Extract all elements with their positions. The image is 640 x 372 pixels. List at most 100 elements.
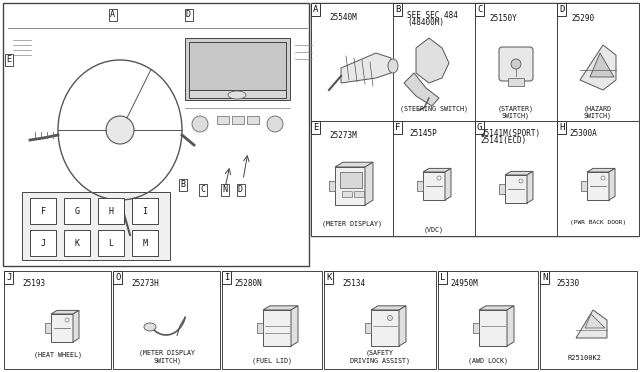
Bar bbox=[30, 198, 56, 224]
Text: I: I bbox=[224, 273, 229, 282]
Ellipse shape bbox=[511, 59, 521, 69]
Text: R25100K2: R25100K2 bbox=[568, 355, 602, 361]
Bar bbox=[557, 3, 639, 121]
Bar bbox=[508, 78, 524, 86]
Bar bbox=[329, 181, 335, 191]
Text: 25141M(SPORT): 25141M(SPORT) bbox=[480, 129, 540, 138]
Bar bbox=[64, 230, 90, 256]
Bar bbox=[473, 323, 479, 333]
Polygon shape bbox=[587, 169, 615, 172]
Text: N: N bbox=[542, 273, 547, 282]
Text: E: E bbox=[313, 123, 318, 132]
Text: DRIVING ASSIST): DRIVING ASSIST) bbox=[350, 357, 410, 363]
Text: C: C bbox=[477, 5, 483, 14]
Text: N: N bbox=[222, 185, 227, 194]
Polygon shape bbox=[505, 175, 527, 203]
Polygon shape bbox=[51, 314, 73, 342]
Text: 25540M: 25540M bbox=[329, 13, 356, 22]
Text: 25193: 25193 bbox=[22, 279, 45, 288]
Text: C: C bbox=[200, 185, 205, 194]
Text: 25300A: 25300A bbox=[569, 129, 596, 138]
Text: G: G bbox=[477, 123, 483, 132]
Text: H: H bbox=[109, 206, 113, 215]
Text: 25290: 25290 bbox=[571, 14, 594, 23]
Text: D: D bbox=[238, 185, 243, 194]
Bar bbox=[98, 230, 124, 256]
Ellipse shape bbox=[388, 59, 398, 73]
Bar bbox=[365, 323, 371, 333]
Polygon shape bbox=[291, 306, 298, 346]
Text: 25134: 25134 bbox=[342, 279, 365, 288]
Bar bbox=[217, 116, 229, 124]
Text: 25280N: 25280N bbox=[234, 279, 262, 288]
Bar bbox=[342, 191, 352, 197]
Bar bbox=[232, 116, 244, 124]
Text: SWITCH): SWITCH) bbox=[584, 112, 612, 119]
Text: (METER DISPLAY: (METER DISPLAY bbox=[139, 349, 195, 356]
Bar bbox=[222, 271, 322, 369]
Bar bbox=[475, 3, 557, 121]
Polygon shape bbox=[399, 306, 406, 346]
Bar bbox=[438, 271, 538, 369]
Bar bbox=[132, 230, 158, 256]
Text: A: A bbox=[313, 5, 318, 14]
Text: O: O bbox=[115, 273, 120, 282]
Polygon shape bbox=[335, 162, 373, 167]
Polygon shape bbox=[371, 310, 399, 346]
FancyBboxPatch shape bbox=[499, 47, 533, 81]
Bar bbox=[3, 3, 309, 266]
Bar bbox=[4, 271, 111, 369]
Text: (48400M): (48400M) bbox=[407, 18, 444, 27]
Ellipse shape bbox=[65, 318, 69, 322]
Text: 24950M: 24950M bbox=[450, 279, 477, 288]
Text: K: K bbox=[74, 238, 79, 247]
Ellipse shape bbox=[437, 176, 441, 180]
Text: J: J bbox=[40, 238, 45, 247]
Text: K: K bbox=[326, 273, 332, 282]
Polygon shape bbox=[416, 38, 449, 83]
Bar bbox=[311, 3, 639, 236]
Bar bbox=[189, 42, 286, 90]
Bar bbox=[98, 198, 124, 224]
Polygon shape bbox=[365, 162, 373, 205]
Polygon shape bbox=[505, 171, 533, 175]
Polygon shape bbox=[479, 306, 514, 310]
Bar bbox=[499, 184, 505, 194]
Polygon shape bbox=[609, 169, 615, 200]
Ellipse shape bbox=[144, 323, 156, 331]
Bar bbox=[132, 198, 158, 224]
Bar bbox=[311, 121, 393, 236]
Text: 25141(ECD): 25141(ECD) bbox=[480, 136, 526, 145]
Text: 25145P: 25145P bbox=[409, 129, 436, 138]
Text: (STEERING SWITCH): (STEERING SWITCH) bbox=[400, 105, 468, 112]
Bar bbox=[257, 323, 263, 333]
Bar bbox=[113, 271, 220, 369]
Ellipse shape bbox=[192, 116, 208, 132]
Bar bbox=[475, 121, 557, 236]
Text: H: H bbox=[559, 123, 564, 132]
Polygon shape bbox=[341, 53, 391, 83]
Ellipse shape bbox=[519, 179, 523, 183]
Text: 25330: 25330 bbox=[556, 279, 579, 288]
Bar bbox=[340, 172, 362, 188]
Text: (PWR BACK DOOR): (PWR BACK DOOR) bbox=[570, 220, 626, 225]
Bar bbox=[324, 271, 436, 369]
Bar bbox=[393, 121, 475, 236]
Text: B: B bbox=[180, 180, 185, 189]
Ellipse shape bbox=[267, 116, 283, 132]
Polygon shape bbox=[51, 310, 79, 314]
Ellipse shape bbox=[106, 116, 134, 144]
Text: 25150Y: 25150Y bbox=[489, 14, 516, 23]
Polygon shape bbox=[404, 73, 439, 106]
Polygon shape bbox=[587, 172, 609, 200]
Bar bbox=[30, 230, 56, 256]
Text: 25273H: 25273H bbox=[131, 279, 159, 288]
Polygon shape bbox=[263, 306, 298, 310]
Polygon shape bbox=[479, 310, 507, 346]
Text: I: I bbox=[143, 206, 147, 215]
Text: (METER DISPLAY): (METER DISPLAY) bbox=[322, 220, 382, 227]
Polygon shape bbox=[590, 53, 614, 77]
Bar bbox=[311, 3, 393, 121]
Polygon shape bbox=[585, 314, 605, 328]
Bar bbox=[540, 271, 637, 369]
